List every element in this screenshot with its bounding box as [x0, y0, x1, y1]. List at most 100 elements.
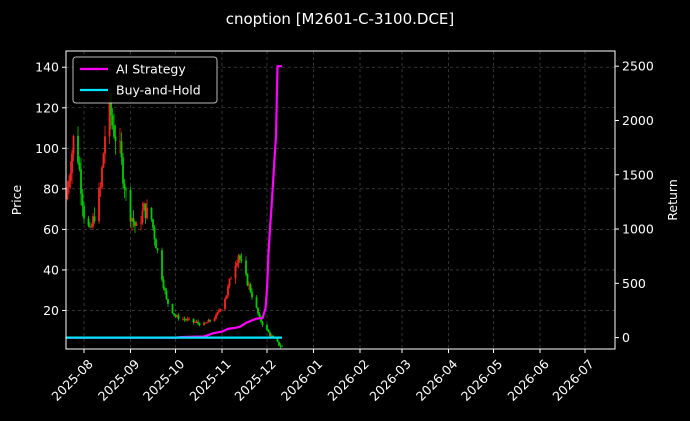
candle-body — [258, 313, 261, 317]
candle-body — [185, 319, 187, 321]
right-y-tick-label: 1500 — [622, 167, 654, 182]
candle-body — [66, 187, 69, 199]
right-y-tick-label: 2000 — [622, 113, 654, 128]
candle-body — [69, 172, 72, 181]
candle-body — [167, 299, 169, 304]
candle-body — [161, 250, 163, 280]
candle-body — [237, 255, 240, 264]
right-axis-label: Return — [665, 179, 680, 220]
candle-body — [143, 203, 145, 211]
candle-body — [102, 153, 105, 168]
candle-body — [204, 322, 207, 324]
candle-body — [125, 189, 127, 191]
candle-body — [156, 248, 159, 251]
candle-body — [177, 315, 180, 320]
plot-frame — [65, 50, 616, 350]
left-axis-label: Price — [9, 184, 24, 215]
candle-body — [108, 93, 111, 137]
candle-body — [119, 141, 121, 142]
candle-body — [257, 307, 259, 314]
left-y-tick-label: 100 — [35, 141, 59, 156]
candle-body — [72, 135, 75, 154]
right-y-tick-label: 0 — [622, 330, 630, 345]
left-y-axis: 20 40 60 80 100 120 140 — [35, 60, 66, 318]
right-y-tick-label: 500 — [622, 276, 646, 291]
candle-body — [218, 310, 220, 312]
candle-body — [80, 169, 82, 194]
candle-body — [230, 278, 232, 280]
candle-body — [122, 157, 124, 184]
candle-body — [207, 319, 210, 323]
candle-body — [276, 337, 279, 342]
candle-body — [278, 341, 280, 346]
candle-body — [270, 335, 273, 337]
legend-label: Buy-and-Hold — [116, 83, 201, 98]
candle-body — [87, 218, 90, 226]
candle-body — [152, 219, 154, 228]
candle-body — [269, 332, 271, 337]
candle-body — [99, 186, 102, 189]
candle-body — [98, 188, 100, 222]
candle-body — [78, 162, 81, 170]
candle-body — [173, 313, 175, 315]
candle-body — [162, 279, 165, 289]
candle-body — [198, 323, 201, 326]
legend-label: AI Strategy — [116, 62, 186, 77]
candle-body — [140, 222, 142, 224]
candle-body — [144, 203, 147, 219]
candle-body — [81, 193, 84, 206]
candle-body — [216, 311, 219, 315]
candle-body — [101, 167, 103, 187]
candle-body — [192, 318, 195, 323]
candle-body — [135, 223, 138, 226]
candle-body — [206, 322, 208, 324]
candle-body — [182, 318, 184, 320]
candle-body — [90, 226, 93, 228]
candle-body — [132, 218, 135, 222]
candle-body — [153, 227, 156, 240]
candle-body — [68, 180, 70, 188]
left-y-tick-label: 140 — [35, 60, 59, 75]
left-y-tick-label: 20 — [43, 303, 59, 318]
candle-body — [249, 284, 252, 292]
candle-body — [255, 297, 258, 308]
candle-body — [225, 295, 228, 300]
candle-body — [245, 260, 247, 275]
candle-body — [164, 288, 166, 291]
candle-body — [92, 216, 94, 227]
candle-body — [141, 210, 144, 223]
candle-body — [110, 93, 112, 116]
candle-body — [251, 291, 253, 298]
candle-body — [174, 314, 177, 317]
legend: AI Strategy Buy-and-Hold — [72, 56, 218, 104]
candle-body — [113, 125, 115, 137]
candle-body — [267, 329, 270, 333]
candle-body — [219, 309, 222, 311]
candle-body — [83, 205, 85, 219]
candle-body — [203, 322, 205, 326]
candle-body — [224, 299, 226, 310]
series-lines — [66, 65, 282, 339]
candle-body — [77, 135, 79, 163]
candle-body — [93, 216, 96, 222]
candle-body — [279, 345, 282, 347]
chart-title: cnoption [M2601-C-3100.DCE] — [226, 10, 455, 28]
right-y-tick-label: 2500 — [622, 59, 654, 74]
candle-body — [227, 286, 229, 296]
candle-body — [111, 115, 114, 126]
candle-body — [281, 346, 283, 348]
candle-body — [188, 318, 190, 320]
candle-body — [123, 183, 126, 190]
candle-body — [89, 225, 91, 227]
candle-body — [261, 321, 264, 325]
candle-body — [104, 136, 106, 154]
candle-body — [171, 303, 174, 314]
candle-body — [155, 239, 157, 249]
candle-body — [131, 218, 133, 222]
candle-body — [240, 259, 243, 261]
candle-body — [165, 290, 168, 300]
candle-body — [186, 319, 189, 321]
candle-body — [197, 321, 199, 324]
candle-body — [146, 207, 148, 219]
candle-body — [239, 255, 241, 260]
